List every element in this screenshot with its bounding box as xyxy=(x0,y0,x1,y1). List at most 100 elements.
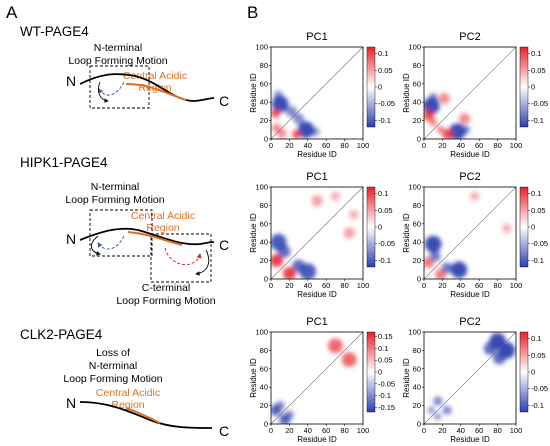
correlation-region xyxy=(483,342,497,355)
correlation-region xyxy=(428,93,438,103)
c-terminus-label: C xyxy=(219,93,229,109)
correlation-region xyxy=(297,121,315,139)
x-tick-label: 0 xyxy=(269,281,273,290)
motion-box-n xyxy=(89,209,153,257)
x-tick-label: 40 xyxy=(304,426,312,435)
x-tick-label: 60 xyxy=(322,141,330,150)
colorbar-tick-label: -0.1 xyxy=(378,256,391,265)
construct-name-hipk1: HIPK1-PAGE4 xyxy=(20,155,108,170)
colorbar-tick-label: 0.1 xyxy=(531,189,541,198)
x-axis-label: Residue ID xyxy=(450,150,490,159)
x-tick-label: 80 xyxy=(493,281,501,290)
y-tick-label: 60 xyxy=(413,219,421,228)
x-tick-label: 0 xyxy=(422,281,426,290)
n-terminus-label: N xyxy=(66,231,76,247)
acidic-segment xyxy=(125,83,187,101)
correlation-region xyxy=(424,235,442,253)
colorbar-tick-label: 0 xyxy=(378,223,382,232)
colorbar-tick-label: -0.05 xyxy=(531,239,548,248)
y-tick-label: 60 xyxy=(260,79,268,88)
plot-frame xyxy=(423,331,517,425)
motion-label-line2: N-terminal xyxy=(89,360,137,372)
y-tick-label: 40 xyxy=(260,383,268,392)
y-tick-label: 80 xyxy=(260,346,268,355)
correlation-region xyxy=(341,352,357,367)
x-tick-label: 80 xyxy=(340,141,348,150)
colorbar xyxy=(519,331,529,413)
colorbar-tick-label: 0.1 xyxy=(531,334,541,343)
y-tick-label: 20 xyxy=(260,116,268,125)
n-terminus-label: N xyxy=(66,395,76,411)
y-tick-label: 60 xyxy=(413,79,421,88)
loop-arrow-n xyxy=(98,81,125,96)
diagonal-line xyxy=(423,46,517,140)
plot-frame xyxy=(270,186,364,280)
heatmap-3: PC1 0 20 40 60 80 100 0 20 40 60 80 100 Residue ID Res… xyxy=(249,171,395,299)
x-tick-label: 0 xyxy=(422,426,426,435)
x-tick-label: 40 xyxy=(304,141,312,150)
c-terminus-label: C xyxy=(219,237,229,253)
y-tick-label: 100 xyxy=(408,43,421,52)
x-tick-label: 100 xyxy=(357,426,370,435)
correlation-region xyxy=(282,267,296,279)
colorbar-tick-label: -0.05 xyxy=(531,384,548,393)
y-tick-label: 60 xyxy=(260,364,268,373)
n-terminus-label: N xyxy=(66,73,76,89)
y-axis-label: Residue ID xyxy=(249,73,258,113)
motion-label-c-line1: C-terminal xyxy=(142,282,190,294)
correlation-region xyxy=(442,405,452,415)
panel-letter-a: A xyxy=(6,3,18,22)
correlation-region xyxy=(310,127,320,137)
chart-title: PC2 xyxy=(459,171,480,183)
heatmap-grid: PC1 0 20 40 60 80 100 0 20 40 60 80 100 Residue ID Res… xyxy=(249,31,548,444)
correlation-region xyxy=(429,250,441,262)
y-tick-label: 80 xyxy=(260,61,268,70)
colorbar-tick-label: 0.1 xyxy=(378,189,388,198)
x-tick-label: 100 xyxy=(510,141,523,150)
colorbar-tick-label: 0.1 xyxy=(378,344,388,353)
colorbar xyxy=(519,186,529,268)
correlation-region xyxy=(311,195,323,207)
x-tick-label: 20 xyxy=(438,426,446,435)
y-tick-label: 80 xyxy=(413,201,421,210)
colorbar-tick-label: -0.1 xyxy=(378,391,391,400)
y-tick-label: 20 xyxy=(413,116,421,125)
x-tick-label: 40 xyxy=(457,426,465,435)
y-axis-label: Residue ID xyxy=(249,358,258,398)
x-tick-label: 100 xyxy=(510,281,523,290)
diagonal-line xyxy=(270,331,364,425)
correlation-region xyxy=(442,128,454,139)
colorbar-tick-label: -0.05 xyxy=(378,239,395,248)
correlation-region xyxy=(470,191,480,201)
y-tick-label: 0 xyxy=(417,275,421,284)
correlation-region xyxy=(502,223,512,233)
x-tick-label: 40 xyxy=(304,281,312,290)
plot-frame xyxy=(423,186,517,280)
y-axis-label: Residue ID xyxy=(402,73,411,113)
acidic-label-line1: Central Acidic xyxy=(131,210,195,222)
colorbar xyxy=(366,331,376,413)
correlation-region xyxy=(434,412,442,421)
panel-letter-b: B xyxy=(247,3,258,22)
colorbar xyxy=(366,46,376,128)
correlation-region xyxy=(424,109,435,121)
correlation-region xyxy=(429,118,437,127)
correlation-regions xyxy=(271,191,359,279)
y-tick-label: 40 xyxy=(413,383,421,392)
motion-label-line3: Loop Forming Motion xyxy=(63,373,162,385)
y-tick-label: 0 xyxy=(417,420,421,429)
c-terminus-label: C xyxy=(219,423,229,439)
colorbar-tick-label: -0.1 xyxy=(378,116,391,125)
y-tick-label: 20 xyxy=(413,256,421,265)
x-tick-label: 0 xyxy=(422,141,426,150)
correlation-regions xyxy=(427,332,516,421)
x-axis-label: Residue ID xyxy=(297,150,337,159)
acidic-segment xyxy=(125,407,161,424)
y-axis-label: Residue ID xyxy=(402,358,411,398)
correlation-region xyxy=(277,244,291,258)
correlation-region xyxy=(284,410,294,420)
colorbar-tick-label: 0.05 xyxy=(378,66,393,75)
y-tick-label: 40 xyxy=(260,98,268,107)
correlation-regions xyxy=(424,191,512,279)
